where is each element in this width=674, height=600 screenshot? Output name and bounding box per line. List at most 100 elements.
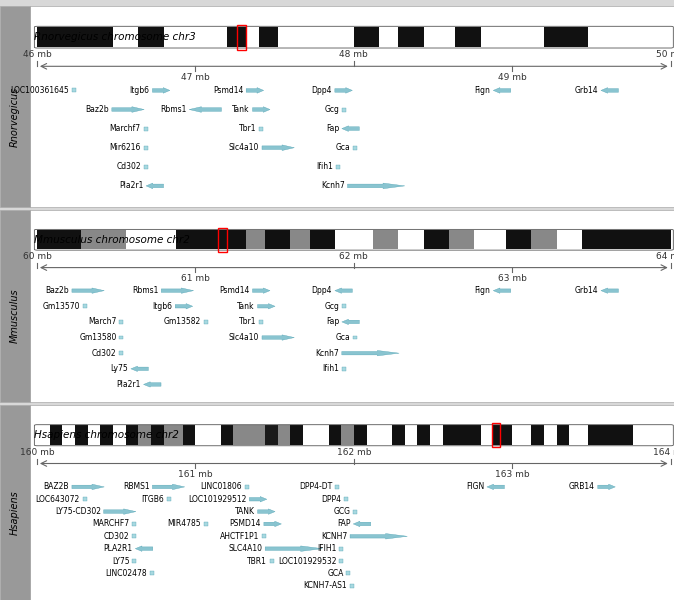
Text: Gcg: Gcg xyxy=(324,105,339,114)
Text: Itgb6: Itgb6 xyxy=(152,302,173,311)
Bar xyxy=(37,230,671,250)
Bar xyxy=(100,425,113,445)
Text: Marchf7: Marchf7 xyxy=(110,124,141,133)
Polygon shape xyxy=(249,497,267,502)
Bar xyxy=(342,367,346,371)
Text: Rnorvegicus chromosome chr3: Rnorvegicus chromosome chr3 xyxy=(34,32,195,42)
Text: Baz2b: Baz2b xyxy=(86,105,109,114)
Text: TANK: TANK xyxy=(235,507,255,516)
Bar xyxy=(455,425,481,445)
Text: 162 mb: 162 mb xyxy=(336,448,371,457)
Polygon shape xyxy=(493,88,511,93)
Bar xyxy=(233,425,265,445)
Bar xyxy=(270,559,274,563)
Bar xyxy=(544,27,588,47)
Bar xyxy=(493,425,512,445)
Text: 47 mb: 47 mb xyxy=(181,73,210,82)
Bar xyxy=(339,547,343,551)
Bar xyxy=(138,425,151,445)
Bar xyxy=(37,27,113,47)
Text: FAP: FAP xyxy=(337,520,350,529)
Bar xyxy=(531,425,544,445)
Bar xyxy=(570,425,588,445)
Bar xyxy=(443,425,455,445)
Text: Tank: Tank xyxy=(233,105,250,114)
Text: IFIH1: IFIH1 xyxy=(317,544,336,553)
Polygon shape xyxy=(257,304,275,309)
Bar xyxy=(449,230,474,250)
Bar xyxy=(50,425,63,445)
Text: LOC100361645: LOC100361645 xyxy=(11,86,69,95)
Text: Gm13582: Gm13582 xyxy=(164,317,201,326)
Text: Mmusculus chromosome chr2: Mmusculus chromosome chr2 xyxy=(34,235,189,245)
Text: 48 mb: 48 mb xyxy=(340,50,368,59)
Bar xyxy=(354,27,379,47)
Text: Itgb6: Itgb6 xyxy=(129,86,150,95)
Text: LINC01806: LINC01806 xyxy=(201,482,242,491)
Text: Gcg: Gcg xyxy=(324,302,339,311)
Bar xyxy=(633,425,671,445)
Bar xyxy=(335,230,373,250)
Text: LINC02478: LINC02478 xyxy=(106,569,147,578)
Bar xyxy=(37,27,671,47)
Bar xyxy=(144,146,148,150)
Bar xyxy=(246,27,259,47)
Bar xyxy=(342,304,346,308)
Text: Cd302: Cd302 xyxy=(92,349,117,358)
Polygon shape xyxy=(487,484,504,490)
Polygon shape xyxy=(246,88,264,93)
Text: DPP4-DT: DPP4-DT xyxy=(299,482,332,491)
Bar xyxy=(373,230,398,250)
Text: Gm13570: Gm13570 xyxy=(42,302,80,311)
Bar xyxy=(37,230,82,250)
Polygon shape xyxy=(131,366,148,371)
Polygon shape xyxy=(112,107,144,112)
Bar xyxy=(582,230,626,250)
Bar xyxy=(195,425,221,445)
Bar xyxy=(417,425,430,445)
Bar xyxy=(119,320,123,324)
Polygon shape xyxy=(152,484,185,490)
Text: Kcnh7: Kcnh7 xyxy=(315,349,339,358)
Bar xyxy=(138,27,164,47)
Bar xyxy=(63,425,75,445)
Bar xyxy=(367,425,392,445)
Bar xyxy=(151,425,164,445)
Text: Grb14: Grb14 xyxy=(575,86,599,95)
Text: LY75: LY75 xyxy=(112,557,129,565)
Text: GRB14: GRB14 xyxy=(569,482,595,491)
Bar xyxy=(512,425,531,445)
Bar xyxy=(346,571,350,575)
Text: Gca: Gca xyxy=(335,333,350,342)
Polygon shape xyxy=(189,107,222,112)
Bar xyxy=(83,304,87,308)
Text: FIGN: FIGN xyxy=(466,482,484,491)
Polygon shape xyxy=(104,509,136,514)
Bar xyxy=(588,425,601,445)
Text: Mir6216: Mir6216 xyxy=(109,143,141,152)
Polygon shape xyxy=(152,88,170,93)
Polygon shape xyxy=(348,183,405,189)
Bar xyxy=(290,230,309,250)
Polygon shape xyxy=(265,546,322,551)
Bar xyxy=(119,335,123,340)
Text: PSMD14: PSMD14 xyxy=(230,520,262,529)
Bar xyxy=(113,425,126,445)
Text: 164 mb: 164 mb xyxy=(653,448,674,457)
Text: Slc4a10: Slc4a10 xyxy=(229,333,259,342)
Text: Fap: Fap xyxy=(326,317,339,326)
Bar xyxy=(119,351,123,355)
Polygon shape xyxy=(146,183,164,189)
Bar xyxy=(353,509,357,514)
Bar xyxy=(237,25,245,50)
Bar xyxy=(379,27,398,47)
Text: Ifih1: Ifih1 xyxy=(322,364,339,373)
Text: Grb14: Grb14 xyxy=(575,286,599,295)
Text: Fign: Fign xyxy=(474,86,491,95)
Polygon shape xyxy=(135,546,153,551)
Bar xyxy=(344,497,348,501)
Text: KCNH7-AS1: KCNH7-AS1 xyxy=(304,581,347,590)
Text: Psmd14: Psmd14 xyxy=(213,86,243,95)
Polygon shape xyxy=(253,107,270,112)
Text: GCA: GCA xyxy=(327,569,344,578)
